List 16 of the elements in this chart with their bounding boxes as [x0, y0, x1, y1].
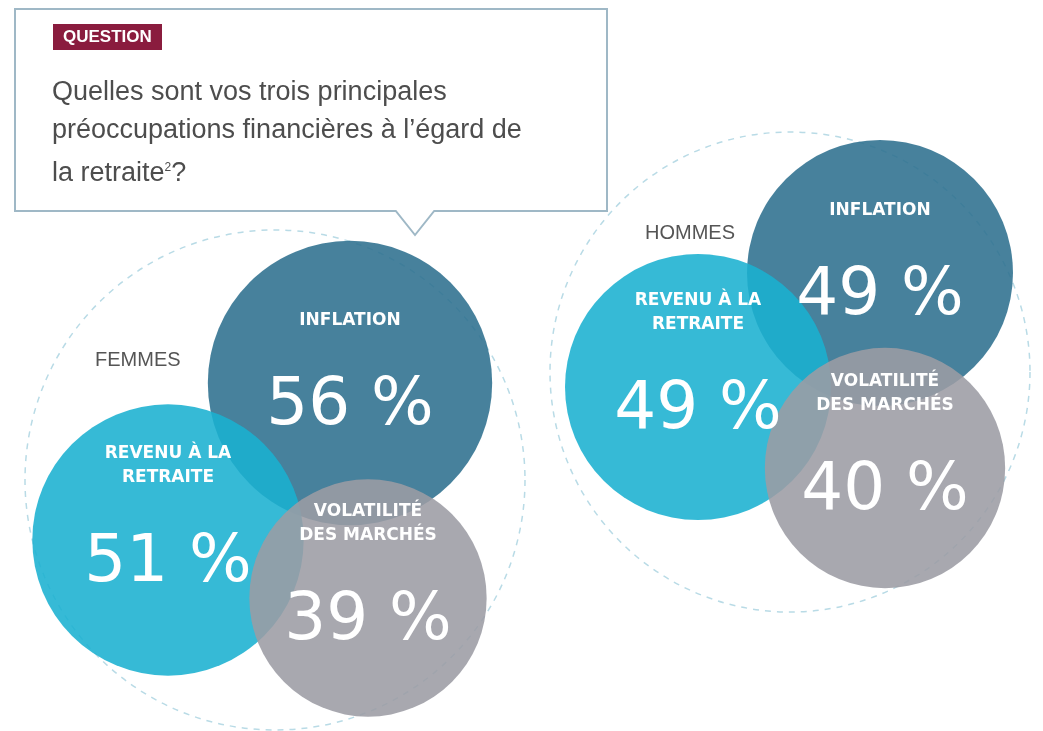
data-label: 40 %	[801, 448, 969, 526]
text: Quelles sont vos trois principales préoccupations financières à l’égard de la retraite$^{2}$?	[52, 75, 522, 189]
category-label: VOLATILITÉ DES MARCHÉS	[816, 370, 954, 415]
data-label: 51 %	[84, 520, 252, 598]
series-label: FEMMES	[95, 347, 181, 370]
series-label: HOMMES	[645, 220, 735, 243]
text: QUESTION	[53, 24, 162, 50]
category-label: INFLATION	[829, 199, 931, 220]
category-label: VOLATILITÉ DES MARCHÉS	[299, 499, 437, 545]
data-label: 49 %	[614, 367, 782, 445]
data-label: 39 %	[284, 578, 452, 656]
data-label: 49 %	[796, 253, 964, 331]
category-label: INFLATION	[299, 309, 401, 330]
category-label: REVENU À LA RETRAITE	[104, 441, 233, 487]
category-label: REVENU À LA RETRAITE	[634, 289, 762, 334]
data-label: 56 %	[266, 363, 434, 441]
